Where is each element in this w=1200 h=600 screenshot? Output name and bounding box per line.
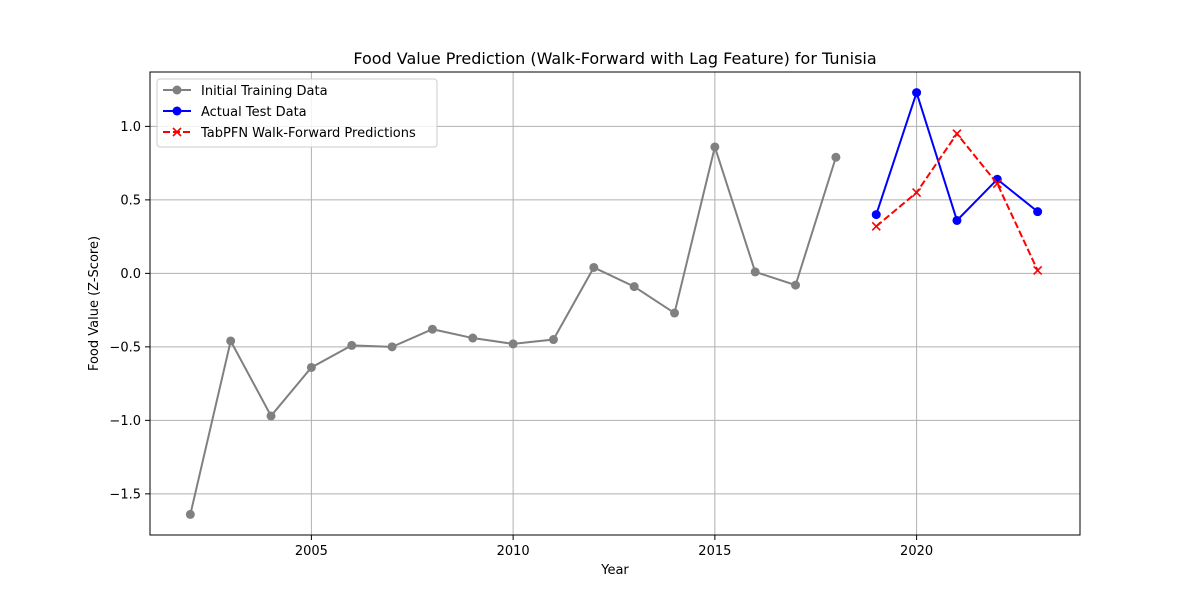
data-point [992,179,1002,189]
data-point [952,215,962,225]
y-tick-label: −0.5 [109,340,141,355]
data-point [427,324,437,334]
data-point [871,221,881,231]
x-tick-label: 2015 [698,544,731,559]
plot-area-frame [149,71,1081,536]
legend-entry-label: Initial Training Data [201,84,328,99]
data-point [185,509,195,519]
data-point [508,339,518,349]
legend-marker [172,85,182,95]
legend-entry-label: Actual Test Data [201,105,307,120]
legend-marker [172,127,182,137]
data-point [1033,265,1043,275]
y-tick-label: 1.0 [120,120,141,135]
series-line-2 [875,132,1039,271]
legend: Initial Training Data Actual Test Data Tab… [156,78,438,148]
data-point [710,142,720,152]
data-point [750,267,760,277]
data-point [629,282,639,292]
y-axis-label: Food Value (Z-Score) [87,236,102,371]
data-point [952,129,962,139]
legend-marker [172,106,182,116]
x-axis-label: Year [600,563,629,578]
data-point [589,262,599,272]
data-point [791,280,801,290]
data-point [306,362,316,372]
x-tick-label: 2020 [900,544,933,559]
data-point [266,411,276,421]
data-point [1033,207,1043,217]
x-tick-label: 2010 [497,544,530,559]
data-point [226,336,236,346]
legend-entry-label: TabPFN Walk-Forward Predictions [200,126,416,141]
legend-box [156,78,438,148]
chart-title: Food Value Prediction (Walk-Forward with… [353,49,876,68]
data-point [912,88,922,98]
y-tick-label: 0.0 [120,267,141,282]
series-layer [185,88,1043,519]
data-point [548,335,558,345]
data-point [831,152,841,162]
data-point [347,340,357,350]
y-tick-label: −1.5 [109,487,141,502]
x-tick-label: 2005 [295,544,328,559]
data-point [912,187,922,198]
data-point [871,210,881,220]
data-point [387,342,397,352]
data-point [670,308,680,318]
data-point [468,333,478,343]
axis-ticks: 2005 2010 2015 2020 −1.5 −1.0 −0.5 0.0 0.5 1.0 [109,120,933,559]
series-line-1 [875,89,1039,223]
y-tick-label: 0.5 [120,193,141,208]
y-tick-label: −1.0 [109,414,141,429]
